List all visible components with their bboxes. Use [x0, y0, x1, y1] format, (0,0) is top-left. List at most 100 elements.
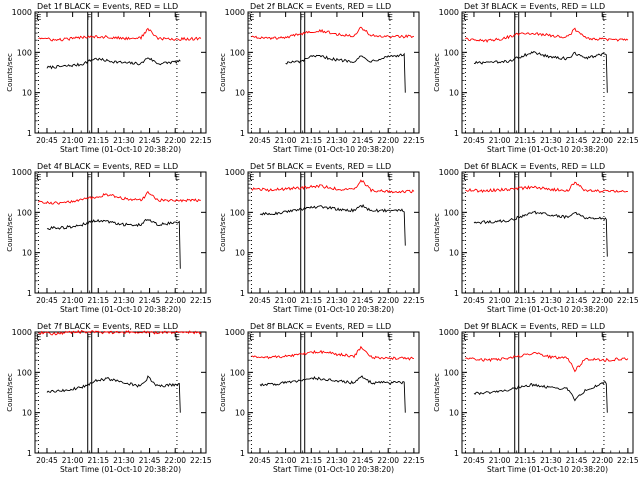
plot-frame	[34, 11, 207, 134]
x-axis-label: Start Time (01-Oct-10 20:38:20)	[273, 465, 394, 474]
y-tick-label: 10	[449, 89, 459, 98]
y-tick-label: 1	[27, 289, 32, 298]
x-tick-label: 22:00	[591, 456, 613, 465]
x-tick-label: 21:15	[300, 296, 322, 305]
lld-rate-line	[465, 352, 629, 373]
marker-label: E	[388, 13, 393, 22]
x-tick-label: 21:00	[62, 296, 84, 305]
x-tick-label: 21:45	[566, 296, 588, 305]
plot-frame	[461, 11, 634, 134]
x-tick-label: 22:00	[591, 136, 613, 145]
chart-title: Det 6f BLACK = Events, RED = LLD	[464, 162, 605, 171]
detector-chart-2: Det 2f BLACK = Events, RED = LLD 1 10 100 10…	[219, 2, 425, 154]
x-tick-label: 21:15	[300, 136, 322, 145]
x-tick-label: 21:15	[87, 456, 109, 465]
x-tick-label: 20:45	[249, 296, 271, 305]
y-tick-label: 1	[454, 129, 459, 138]
y-axis-label: Counts/sec	[6, 373, 14, 412]
chart-title: Det 3f BLACK = Events, RED = LLD	[464, 2, 605, 11]
y-tick-label: 1000	[225, 168, 245, 177]
marker-label: E	[388, 173, 393, 182]
x-tick-label: 22:15	[190, 456, 212, 465]
x-tick-label: 21:15	[87, 296, 109, 305]
x-tick-label: 21:45	[139, 136, 161, 145]
lld-rate-line	[38, 27, 202, 42]
chart-title: Det 1f BLACK = Events, RED = LLD	[37, 2, 178, 11]
x-tick-label: 22:15	[403, 296, 425, 305]
marker-label: F	[87, 173, 92, 182]
detector-chart-8: Det 8f BLACK = Events, RED = LLD 1 10 100 10…	[219, 322, 425, 474]
y-tick-label: 1	[240, 289, 245, 298]
detector-panel-6: Det 6f BLACK = Events, RED = LLD 1 10 100 10…	[427, 160, 640, 320]
x-tick-label: 20:45	[463, 296, 485, 305]
lld-rate-line	[38, 190, 201, 205]
detector-panel-8: Det 8f BLACK = Events, RED = LLD 1 10 100 10…	[213, 320, 426, 480]
x-tick-label: 21:45	[352, 296, 374, 305]
x-axis-label: Start Time (01-Oct-10 20:38:20)	[273, 145, 394, 154]
y-axis-label: Counts/sec	[219, 53, 227, 92]
marker-label: E	[463, 13, 468, 22]
lld-rate-line	[38, 329, 202, 336]
x-tick-label: 21:45	[139, 456, 161, 465]
x-tick-label: 21:15	[87, 136, 109, 145]
marker-label: E	[175, 13, 180, 22]
events-rate-line	[473, 210, 608, 257]
x-tick-label: 20:45	[36, 456, 58, 465]
lld-rate-line	[251, 345, 414, 361]
x-tick-label: 21:30	[113, 456, 135, 465]
x-tick-label: 21:30	[326, 296, 348, 305]
detector-chart-7: Det 7f BLACK = Events, RED = LLD 1 10 100 10…	[6, 322, 212, 474]
y-tick-label: 1000	[439, 8, 459, 17]
x-axis-label: Start Time (01-Oct-10 20:38:20)	[487, 145, 608, 154]
y-tick-label: 10	[235, 89, 245, 98]
marker-label: E	[602, 13, 607, 22]
x-tick-label: 22:15	[617, 456, 639, 465]
y-tick-label: 1	[27, 129, 32, 138]
x-tick-label: 21:45	[352, 456, 374, 465]
detector-panel-1: Det 1f BLACK = Events, RED = LLD 1 10 100 10…	[0, 0, 213, 160]
y-tick-label: 100	[17, 48, 32, 57]
x-tick-label: 21:45	[139, 296, 161, 305]
x-tick-label: 21:30	[113, 136, 135, 145]
y-tick-label: 100	[444, 208, 459, 217]
y-tick-label: 1000	[12, 328, 32, 337]
marker-label: F	[514, 13, 519, 22]
marker-label: E	[36, 13, 41, 22]
x-axis-label: Start Time (01-Oct-10 20:38:20)	[487, 305, 608, 314]
y-tick-label: 100	[230, 48, 245, 57]
x-tick-label: 22:00	[377, 296, 399, 305]
y-tick-label: 1	[454, 449, 459, 458]
x-tick-label: 22:15	[190, 136, 212, 145]
x-tick-label: 22:00	[164, 456, 186, 465]
x-tick-label: 22:00	[377, 456, 399, 465]
x-tick-label: 21:00	[489, 136, 511, 145]
plot-frame	[247, 171, 420, 294]
x-tick-label: 22:15	[617, 296, 639, 305]
x-tick-label: 21:15	[300, 456, 322, 465]
y-tick-label: 10	[235, 249, 245, 258]
plot-frame	[461, 171, 634, 294]
x-tick-label: 22:00	[377, 136, 399, 145]
y-tick-label: 100	[444, 368, 459, 377]
y-tick-label: 1	[454, 289, 459, 298]
events-rate-line	[473, 381, 608, 413]
detector-panel-2: Det 2f BLACK = Events, RED = LLD 1 10 100 10…	[213, 0, 426, 160]
chart-title: Det 2f BLACK = Events, RED = LLD	[250, 2, 391, 11]
marker-label: E	[175, 333, 180, 342]
x-tick-label: 22:00	[164, 296, 186, 305]
y-tick-label: 100	[17, 368, 32, 377]
marker-label: E	[463, 173, 468, 182]
y-tick-label: 100	[230, 208, 245, 217]
marker-label: F	[87, 333, 92, 342]
x-tick-label: 21:45	[566, 136, 588, 145]
x-tick-label: 21:00	[275, 136, 297, 145]
detector-panel-7: Det 7f BLACK = Events, RED = LLD 1 10 100 10…	[0, 320, 213, 480]
y-tick-label: 1	[240, 129, 245, 138]
x-tick-label: 22:15	[403, 456, 425, 465]
x-tick-label: 21:30	[540, 456, 562, 465]
marker-label: F	[300, 13, 305, 22]
chart-title: Det 5f BLACK = Events, RED = LLD	[250, 162, 391, 171]
chart-title: Det 9f BLACK = Events, RED = LLD	[464, 322, 605, 331]
y-tick-label: 1000	[12, 168, 32, 177]
